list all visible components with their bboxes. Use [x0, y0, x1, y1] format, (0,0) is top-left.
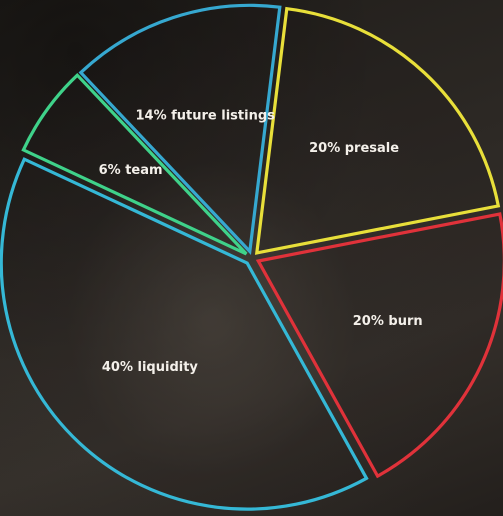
pie-slices — [0, 3, 503, 511]
pie-slice-3 — [78, 3, 282, 255]
slice-label-3: 14% future listings — [135, 108, 275, 123]
slice-label-4: 20% presale — [309, 141, 399, 156]
pie-slice-0 — [255, 212, 503, 479]
pie-slice-4 — [254, 6, 501, 255]
pie-slice-1 — [0, 157, 369, 511]
slice-label-2: 6% team — [99, 163, 163, 178]
slice-label-0: 20% burn — [353, 314, 423, 329]
slice-label-1: 40% liquidity — [102, 360, 199, 375]
pie-labels: 20% burn 40% liquidity 6% team 14% future l… — [99, 108, 423, 375]
pie-slice-2 — [21, 72, 248, 256]
